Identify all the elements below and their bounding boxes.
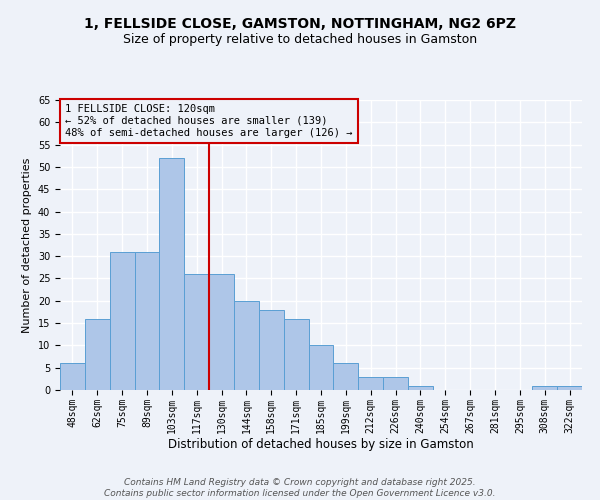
Bar <box>308 346 334 390</box>
Bar <box>408 386 433 390</box>
Bar <box>383 376 408 390</box>
Bar <box>557 386 582 390</box>
Bar <box>259 310 284 390</box>
Bar <box>284 318 308 390</box>
Bar <box>85 318 110 390</box>
Text: Contains HM Land Registry data © Crown copyright and database right 2025.
Contai: Contains HM Land Registry data © Crown c… <box>104 478 496 498</box>
Bar <box>532 386 557 390</box>
X-axis label: Distribution of detached houses by size in Gamston: Distribution of detached houses by size … <box>168 438 474 452</box>
Bar <box>60 363 85 390</box>
Text: Size of property relative to detached houses in Gamston: Size of property relative to detached ho… <box>123 32 477 46</box>
Bar <box>234 301 259 390</box>
Bar <box>160 158 184 390</box>
Bar <box>209 274 234 390</box>
Bar <box>110 252 134 390</box>
Bar <box>134 252 160 390</box>
Bar <box>184 274 209 390</box>
Text: 1 FELLSIDE CLOSE: 120sqm
← 52% of detached houses are smaller (139)
48% of semi-: 1 FELLSIDE CLOSE: 120sqm ← 52% of detach… <box>65 104 353 138</box>
Bar <box>334 363 358 390</box>
Y-axis label: Number of detached properties: Number of detached properties <box>22 158 32 332</box>
Text: 1, FELLSIDE CLOSE, GAMSTON, NOTTINGHAM, NG2 6PZ: 1, FELLSIDE CLOSE, GAMSTON, NOTTINGHAM, … <box>84 18 516 32</box>
Bar <box>358 376 383 390</box>
